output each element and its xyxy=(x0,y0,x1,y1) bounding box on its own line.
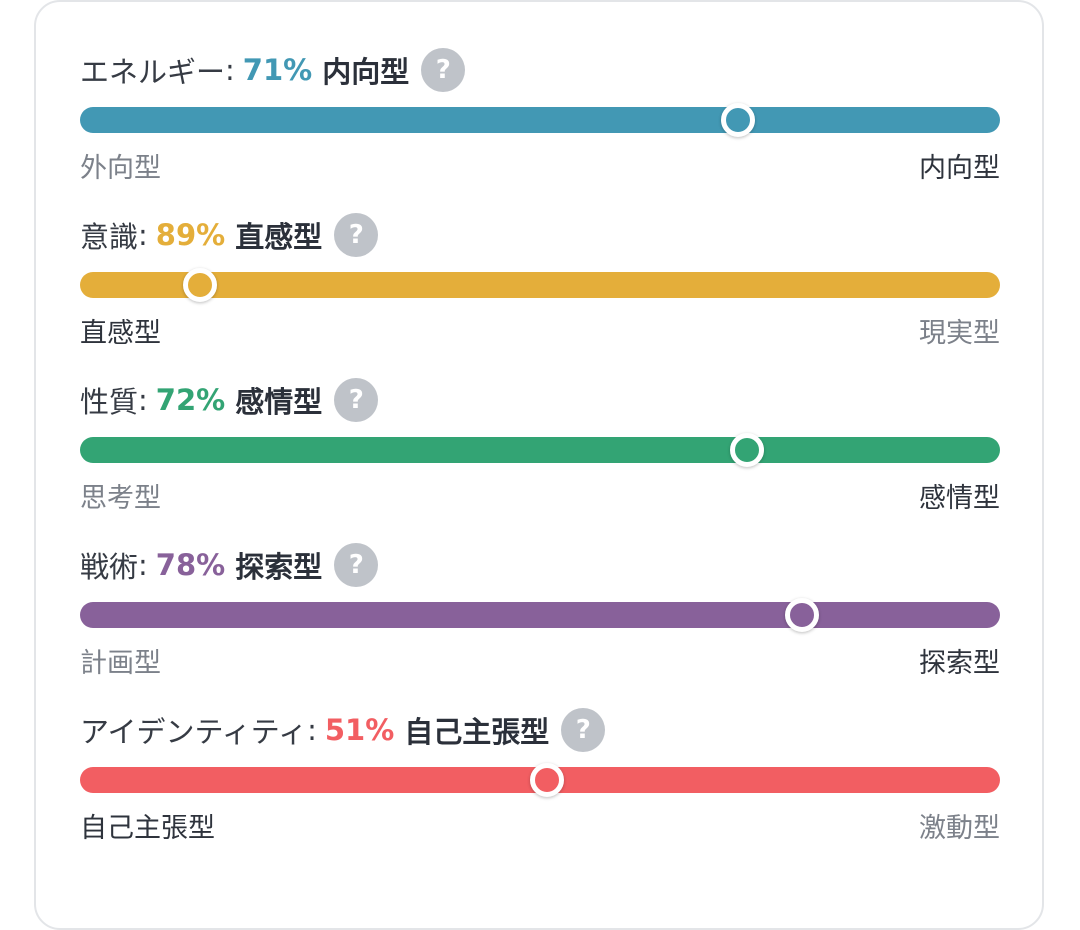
trait-percent: 71% xyxy=(242,53,313,87)
trait-title: 意識 : 89% 直感型 ? xyxy=(80,213,379,257)
trait-type: 自己主張型 xyxy=(404,715,550,749)
trait-colon: : xyxy=(307,713,317,747)
trait-name: 戦術 xyxy=(80,550,139,584)
trait-energy: エネルギー : 71% 内向型 ? 外向型 内向型 xyxy=(80,48,1000,198)
trait-percent: 78% xyxy=(155,548,226,582)
trait-colon: : xyxy=(138,548,148,582)
trait-bar xyxy=(80,268,1000,302)
trait-bar xyxy=(80,598,1000,632)
trait-name: エネルギー xyxy=(80,55,226,89)
question-mark-icon[interactable]: ? xyxy=(421,48,466,92)
trait-name: 意識 xyxy=(80,220,139,254)
trait-type: 感情型 xyxy=(235,385,323,419)
trait-title: エネルギー : 71% 内向型 ? xyxy=(80,48,466,92)
trait-right-label: 現実型 xyxy=(919,318,1000,349)
trait-name: 性質 xyxy=(80,385,139,419)
trait-identity: アイデンティティ : 51% 自己主張型 ? 自己主張型 激動型 xyxy=(80,708,1000,858)
trait-colon: : xyxy=(225,53,235,87)
trait-left-label: 思考型 xyxy=(80,483,161,514)
trait-bar xyxy=(80,763,1000,797)
question-mark-icon[interactable]: ? xyxy=(334,213,379,257)
trait-bar xyxy=(80,103,1000,137)
trait-percent: 72% xyxy=(155,383,226,417)
trait-mind: 意識 : 89% 直感型 ? 直感型 現実型 xyxy=(80,213,1000,363)
trait-right-label: 激動型 xyxy=(919,813,1000,844)
trait-title: 性質 : 72% 感情型 ? xyxy=(80,378,379,422)
trait-left-label: 自己主張型 xyxy=(80,813,215,844)
trait-colon: : xyxy=(138,383,148,417)
trait-slider-knob[interactable] xyxy=(730,433,764,467)
question-mark-icon[interactable]: ? xyxy=(334,543,379,587)
trait-slider-knob[interactable] xyxy=(785,598,820,632)
trait-title: アイデンティティ : 51% 自己主張型 ? xyxy=(80,708,606,752)
trait-right-label: 感情型 xyxy=(919,483,1000,514)
question-mark-icon[interactable]: ? xyxy=(334,378,379,422)
trait-slider-knob[interactable] xyxy=(720,103,755,137)
trait-nature: 性質 : 72% 感情型 ? 思考型 感情型 xyxy=(80,378,1000,528)
trait-slider-knob[interactable] xyxy=(182,268,217,302)
trait-left-label: 計画型 xyxy=(80,648,161,679)
trait-slider-knob[interactable] xyxy=(530,763,565,797)
trait-type: 直感型 xyxy=(235,220,323,254)
trait-bar xyxy=(80,433,1000,467)
question-mark-icon[interactable]: ? xyxy=(561,708,606,752)
trait-right-label: 内向型 xyxy=(919,153,1000,184)
trait-type: 探索型 xyxy=(235,550,323,584)
trait-colon: : xyxy=(138,218,148,252)
trait-left-label: 外向型 xyxy=(80,153,161,184)
trait-left-label: 直感型 xyxy=(80,318,161,349)
trait-name: アイデンティティ xyxy=(80,715,308,749)
trait-title: 戦術 : 78% 探索型 ? xyxy=(80,543,379,587)
trait-type: 内向型 xyxy=(322,55,410,89)
trait-right-label: 探索型 xyxy=(919,648,1000,679)
trait-tactics: 戦術 : 78% 探索型 ? 計画型 探索型 xyxy=(80,543,1000,693)
trait-percent: 51% xyxy=(324,713,395,747)
trait-percent: 89% xyxy=(155,218,226,252)
